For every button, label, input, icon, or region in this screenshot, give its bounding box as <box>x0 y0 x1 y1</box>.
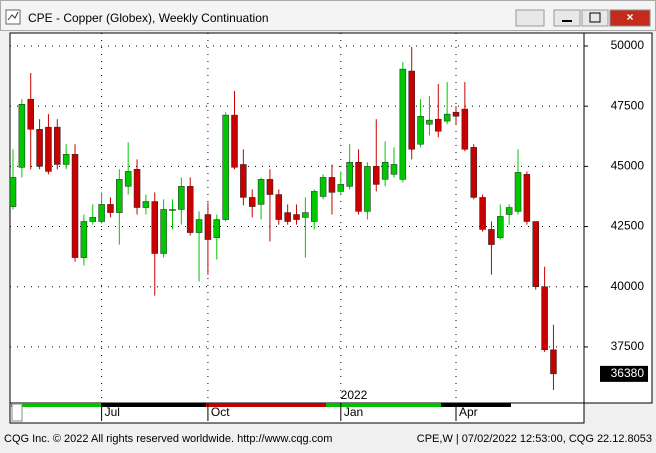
candle-body <box>302 212 309 218</box>
x-tick-label: Oct <box>211 405 230 419</box>
candle-body <box>497 216 504 238</box>
candle-body <box>426 119 433 125</box>
candle-body <box>461 108 469 150</box>
y-tick-label: 40000 <box>611 279 645 293</box>
candle-body <box>364 166 371 212</box>
candle-body <box>452 111 460 117</box>
window-title: CPE - Copper (Globex), Weekly Continuati… <box>28 11 269 25</box>
candle-body <box>541 286 548 351</box>
candle-body <box>550 349 557 375</box>
candle-body <box>151 201 159 254</box>
candle-body <box>133 169 141 208</box>
app-icon <box>5 9 21 25</box>
candle-body <box>532 221 539 287</box>
candle-body <box>284 212 291 222</box>
candle-body <box>523 174 531 222</box>
period-band <box>326 403 441 407</box>
candle-body <box>479 197 486 230</box>
candle-body <box>124 171 132 187</box>
candle-body <box>275 194 283 220</box>
candle-body <box>80 221 88 258</box>
candle-body <box>9 177 17 207</box>
last-price-label: 36380 <box>611 366 645 380</box>
candle-body <box>399 68 407 180</box>
y-tick-label: 42500 <box>611 219 645 233</box>
candle-body <box>346 162 353 187</box>
candle-body <box>514 172 522 212</box>
candle-body <box>107 204 114 213</box>
candle-body <box>266 179 274 195</box>
footer-right: CPE,W | 07/02/2022 12:53:00, CQG 22.12.8… <box>417 433 652 445</box>
period-band <box>11 403 101 407</box>
footer-left: CQG Inc. © 2022 All rights reserved worl… <box>4 433 332 445</box>
y-tick-label: 47500 <box>611 98 645 112</box>
candle-body <box>390 164 398 175</box>
title-bar <box>0 0 656 31</box>
maximize-glyph <box>589 12 601 23</box>
candle-body <box>160 209 167 254</box>
candle-body <box>435 118 442 132</box>
candle-body <box>293 214 300 220</box>
x-tick-label: Apr <box>459 405 478 419</box>
x-tick-label: Jan <box>344 405 363 419</box>
link-button[interactable] <box>515 9 545 27</box>
candle-body <box>443 113 451 122</box>
app-icon-glyph <box>7 11 19 21</box>
candle-body <box>470 147 477 198</box>
candle-body <box>248 197 256 207</box>
candle-body <box>373 166 380 185</box>
candle-body <box>178 186 185 210</box>
period-band <box>206 403 326 407</box>
candle-body <box>54 126 61 165</box>
candle-body <box>98 204 105 222</box>
candle-body <box>222 114 229 220</box>
candle-body <box>337 184 345 192</box>
close-glyph: × <box>626 10 633 24</box>
candle-body <box>381 162 389 180</box>
candle-body <box>240 164 247 198</box>
candle-body <box>213 219 221 238</box>
candle-body <box>45 126 52 172</box>
candle-body <box>62 154 70 165</box>
period-band <box>441 403 511 407</box>
y-tick-label: 50000 <box>611 38 645 52</box>
maximize-button[interactable] <box>581 9 609 27</box>
y-tick-label: 37500 <box>611 339 645 353</box>
x-tick-label: Jul <box>105 405 120 419</box>
candle-body <box>257 179 265 205</box>
candle-body <box>319 177 327 197</box>
candle-body <box>328 177 336 193</box>
price-axis <box>583 32 653 404</box>
candle-body <box>169 209 176 211</box>
candle-body <box>142 201 150 208</box>
candle-body <box>89 217 96 222</box>
period-band <box>101 403 206 407</box>
candle-body <box>71 154 79 258</box>
scroll-handle[interactable] <box>11 403 23 422</box>
candle-body <box>27 98 34 130</box>
candle-body <box>18 104 26 168</box>
candle-body <box>186 186 194 233</box>
y-tick-label: 45000 <box>611 159 645 173</box>
minimize-button[interactable] <box>553 9 581 27</box>
candle-body <box>408 70 415 150</box>
last-price-box <box>600 365 648 382</box>
candle-body <box>36 129 43 167</box>
close-button[interactable] <box>609 9 651 27</box>
year-label: 2022 <box>341 388 368 402</box>
candle-body <box>355 162 362 212</box>
candle-body <box>310 191 318 222</box>
candle-body <box>488 229 495 245</box>
candle-body <box>505 207 513 215</box>
candle-body <box>116 179 123 213</box>
candle-body <box>195 219 203 233</box>
candle-body <box>417 116 424 145</box>
candle-body <box>204 214 212 240</box>
candle-body <box>231 114 238 168</box>
